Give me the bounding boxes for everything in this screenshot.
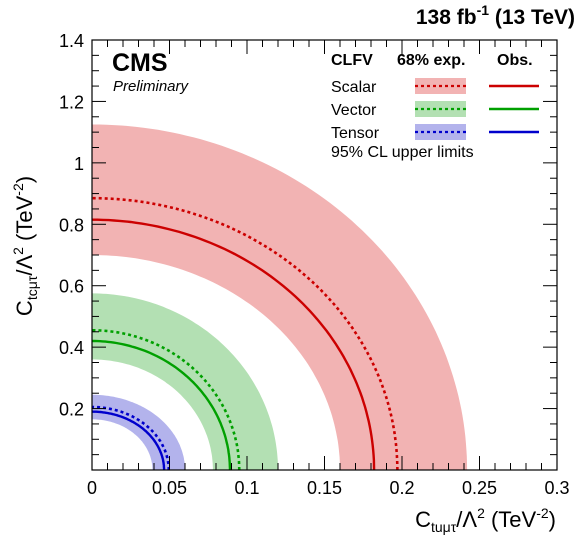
y-tick-label: 1.2 [59,92,84,112]
tensor-expected-line [92,405,170,470]
legend-item-vector: Vector [331,102,377,119]
legend-item-tensor: Tensor [331,125,380,142]
y-tick-label: 1.4 [59,31,84,51]
scalar-expected-line [92,196,399,471]
y-tick-label: 0.2 [59,400,84,420]
legend-footer: 95% CL upper limits [331,144,474,161]
legend-header-obs: Obs. [497,52,533,69]
tensor-observed-line [91,410,166,470]
x-axis-label: Ctuμτ/Λ2 (TeV-2) [415,505,556,535]
legend-header-exp: 68% exp. [397,52,465,69]
scalar-band [92,124,468,470]
x-tick-label: 0 [87,478,97,498]
y-tick-label: 0.6 [59,277,84,297]
vector-observed-line [92,339,232,471]
vector-expected-line [92,329,241,471]
x-tick-label: 0.3 [544,478,569,498]
x-tick-label: 0.15 [307,478,342,498]
legend-item-scalar: Scalar [331,79,377,96]
x-tick-label: 0.05 [152,478,187,498]
vector-band [92,293,278,470]
lumi-label: 138 fb-1 (13 TeV) [416,2,575,29]
legend-header-label: CLFV [331,52,373,69]
x-tick-label: 0.25 [462,478,497,498]
status-label: Preliminary [113,78,190,95]
experiment-label: CMS [112,49,168,77]
y-axis-label: Ctcμτ/Λ2 (TeV-2) [10,176,40,316]
ticks-layer: 0 0.05 0.1 0.15 0.2 0.25 0.3 0.2 0.4 0.6 0.8 1 1.2 1.… [59,31,570,498]
y-tick-label: 0.4 [59,338,84,358]
x-tick-label: 0.1 [234,478,259,498]
x-tick-label: 0.2 [389,478,414,498]
y-tick-label: 1 [74,154,84,174]
y-tick-label: 0.8 [59,215,84,235]
lines-layer [91,196,399,471]
scalar-observed-line [92,218,376,471]
legend: CLFV 68% exp. Obs. 95% CL upper limits S… [331,52,539,161]
